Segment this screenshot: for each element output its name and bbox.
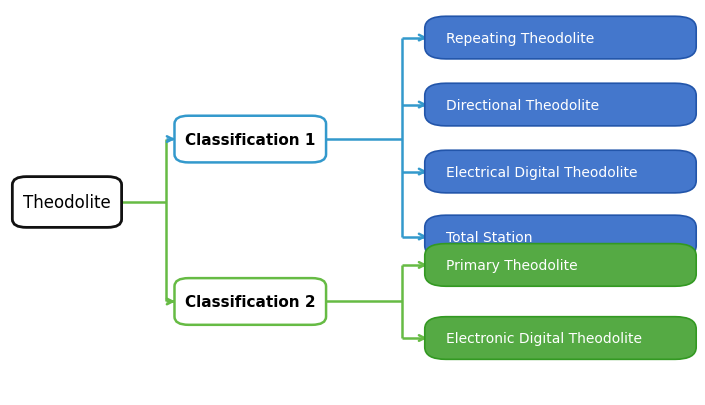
Text: Classification 1: Classification 1 <box>185 132 315 147</box>
FancyBboxPatch shape <box>425 244 697 287</box>
FancyBboxPatch shape <box>425 151 697 194</box>
Text: Primary Theodolite: Primary Theodolite <box>446 258 577 272</box>
FancyBboxPatch shape <box>13 177 122 228</box>
FancyBboxPatch shape <box>425 17 697 60</box>
Text: Theodolite: Theodolite <box>23 194 111 211</box>
Text: Repeating Theodolite: Repeating Theodolite <box>446 32 594 45</box>
FancyBboxPatch shape <box>175 117 326 163</box>
Text: Electronic Digital Theodolite: Electronic Digital Theodolite <box>446 331 642 345</box>
FancyBboxPatch shape <box>175 279 326 325</box>
FancyBboxPatch shape <box>425 215 697 258</box>
Text: Electrical Digital Theodolite: Electrical Digital Theodolite <box>446 165 637 179</box>
Text: Classification 2: Classification 2 <box>185 294 316 309</box>
FancyBboxPatch shape <box>425 317 697 360</box>
Text: Directional Theodolite: Directional Theodolite <box>446 98 599 112</box>
FancyBboxPatch shape <box>425 84 697 126</box>
Text: Total Station: Total Station <box>446 230 532 244</box>
